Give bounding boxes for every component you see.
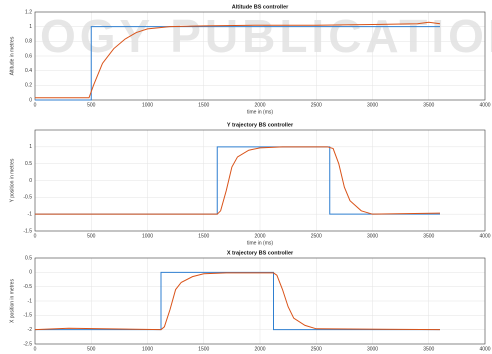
y-tick-label: 0 [29, 270, 32, 276]
x-tick-label: 500 [87, 233, 96, 239]
x-tick-label: 0 [34, 346, 37, 352]
x-tick-label: 3000 [367, 346, 378, 352]
x-tick-label: 2000 [254, 102, 265, 108]
x-tick-label: 1500 [198, 233, 209, 239]
y-tick-label: 1.2 [25, 9, 32, 15]
y-tick-label: 0 [29, 97, 32, 103]
y-axis-label: Altitude in metres [9, 36, 15, 75]
y-tick-label: -0.5 [23, 284, 32, 290]
x-tick-label: 2000 [254, 233, 265, 239]
x-tick-label: 3000 [367, 102, 378, 108]
y-axis-label: Y position in metres [9, 158, 15, 202]
watermark: OGY PUBLICATIONS [40, 10, 492, 62]
y-tick-label: -0.5 [23, 195, 32, 201]
x-tick-label: 3500 [423, 346, 434, 352]
plot-frame [34, 129, 486, 232]
x-tick-label: 2500 [311, 233, 322, 239]
x-tick-label: 1000 [142, 233, 153, 239]
data-line [35, 26, 440, 101]
y-tick-label: -1 [28, 298, 33, 304]
x-tick-label: 3500 [423, 102, 434, 108]
y-tick-label: 0.2 [25, 83, 32, 89]
x-tick-label: 2000 [254, 346, 265, 352]
y-tick-label: 1 [29, 144, 32, 150]
y-tick-label: 0.8 [25, 39, 32, 45]
x-tick-label: 0 [34, 233, 37, 239]
y-tick-label: 0.4 [25, 68, 32, 74]
y-tick-label: 0 [29, 178, 32, 184]
x-tick-label: 3500 [423, 233, 434, 239]
x-axis-label: time in (ms) [247, 109, 273, 115]
x-tick-label: 4000 [479, 346, 490, 352]
data-line [35, 21, 441, 99]
y-tick-label: -2.5 [23, 341, 32, 347]
x-tick-label: 500 [87, 346, 96, 352]
y-tick-label: -1 [28, 211, 33, 217]
y-tick-label: 0.5 [25, 161, 32, 167]
x-tick-label: 500 [87, 102, 96, 108]
plot-frame [34, 11, 486, 101]
x-tick-label: 1000 [142, 102, 153, 108]
x-tick-label: 4000 [479, 233, 490, 239]
chart-title: Y trajectory BS controller [227, 122, 294, 128]
y-tick-label: 1 [29, 24, 32, 30]
x-tick-label: 1500 [198, 346, 209, 352]
x-tick-label: 1000 [142, 346, 153, 352]
y-tick-label: -1.5 [23, 313, 32, 319]
x-axis-label: time in (ms) [247, 240, 273, 246]
x-tick-label: 0 [34, 102, 37, 108]
chart-title: X trajectory BS controller [227, 250, 294, 256]
x-tick-label: 3000 [367, 233, 378, 239]
data-line [35, 146, 441, 215]
y-tick-label: 0.6 [25, 53, 32, 59]
x-tick-label: 1500 [198, 102, 209, 108]
y-tick-label: 0.5 [25, 255, 32, 261]
x-tick-label: 4000 [479, 102, 490, 108]
y-axis-label: X position in metres [9, 279, 15, 323]
x-tick-label: 2500 [311, 346, 322, 352]
y-tick-label: -1.5 [23, 228, 32, 234]
chart-title: Altitude BS controller [232, 4, 289, 10]
y-tick-label: -2 [28, 327, 33, 333]
data-line [34, 272, 441, 331]
plot-frame [34, 257, 486, 345]
x-tick-label: 2500 [311, 102, 322, 108]
